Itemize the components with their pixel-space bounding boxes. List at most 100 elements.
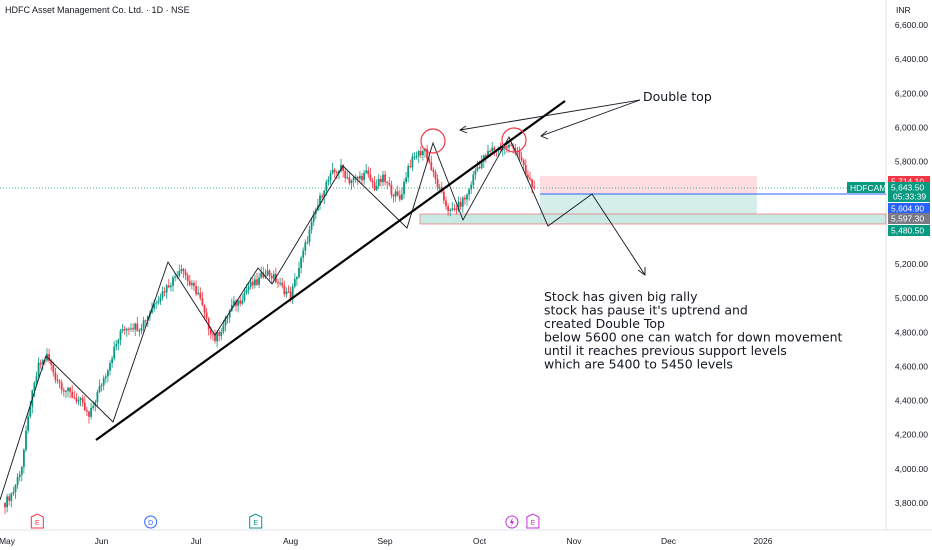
candle	[69, 386, 71, 399]
candle	[331, 162, 334, 175]
candle	[88, 410, 90, 424]
candle	[207, 316, 210, 336]
candle	[205, 307, 208, 322]
price-tag-label: 5,714.10	[891, 177, 924, 187]
candle	[197, 286, 200, 296]
candle	[25, 425, 27, 453]
candle	[23, 448, 25, 474]
support-zone[interactable]	[419, 213, 887, 225]
candle	[329, 170, 332, 185]
candle	[270, 273, 273, 284]
candle	[277, 279, 279, 288]
zigzag-pattern[interactable]	[0, 135, 646, 501]
y-tick-label: 6,200.00	[895, 88, 928, 98]
candle	[67, 386, 69, 398]
y-tick-label: 5,000.00	[895, 293, 928, 303]
event-badge[interactable]: E	[30, 513, 44, 529]
price-axis[interactable]: 6,600.00 6,400.00 6,200.00 6,000.00 5,800.00…	[895, 20, 928, 508]
candle	[247, 283, 250, 295]
price-tag: 5,714.10	[888, 176, 930, 187]
y-tick-label: 5,800.00	[895, 157, 928, 167]
uptrend-line[interactable]	[95, 100, 566, 441]
candle	[12, 486, 15, 496]
price-tag: 5,480.50	[888, 225, 930, 236]
candle	[73, 391, 76, 400]
candle	[54, 367, 57, 384]
candle	[373, 176, 376, 192]
event-badge-letter: E	[531, 520, 536, 527]
event-badge[interactable]: D	[144, 515, 158, 529]
analysis-line: below 5600 one can watch for down moveme…	[544, 330, 843, 345]
double-top-label[interactable]: Double top	[643, 89, 712, 104]
candle	[352, 176, 355, 188]
candle	[518, 146, 521, 161]
candle	[109, 360, 111, 376]
candle	[83, 395, 86, 412]
y-tick-label: 4,400.00	[895, 396, 928, 406]
candle	[228, 308, 231, 324]
candle	[520, 151, 523, 163]
candle	[327, 176, 330, 186]
candle	[279, 277, 281, 287]
candle	[367, 166, 370, 179]
candle	[436, 174, 439, 191]
double-top-circle-1[interactable]	[420, 128, 446, 154]
candle	[434, 169, 437, 185]
candle	[440, 181, 443, 194]
candle	[451, 201, 454, 212]
candle	[29, 400, 32, 419]
price-tag-label: 5,597.30	[891, 214, 924, 224]
candle	[380, 175, 382, 187]
price-tag-label: 5,480.50	[891, 226, 924, 236]
x-tick-label: Nov	[566, 536, 582, 546]
candle	[4, 502, 6, 515]
bolt-badge[interactable]	[505, 515, 519, 529]
candle	[98, 379, 101, 394]
risk-zone[interactable]	[540, 176, 757, 194]
candle	[407, 163, 410, 183]
double-top-circle-2[interactable]	[501, 127, 527, 153]
y-tick-label: 4,000.00	[895, 464, 928, 474]
candle	[60, 379, 63, 395]
candle	[216, 330, 218, 348]
candle	[348, 171, 351, 186]
candle	[363, 169, 365, 185]
candle	[65, 390, 67, 399]
event-badge[interactable]: E	[249, 513, 263, 529]
candle	[123, 325, 126, 335]
candle	[470, 181, 473, 194]
candle	[180, 264, 183, 275]
candle	[186, 272, 189, 287]
event-badge[interactable]: E	[526, 513, 540, 529]
y-tick-label: 3,800.00	[895, 498, 928, 508]
candle	[39, 359, 42, 369]
candle	[455, 205, 458, 215]
candle	[308, 225, 311, 246]
candle	[310, 218, 313, 234]
candle	[388, 177, 391, 187]
candle	[125, 327, 128, 337]
reward-zone[interactable]	[540, 194, 757, 214]
candle	[306, 236, 309, 245]
candle	[134, 322, 137, 336]
candle	[468, 187, 470, 201]
candle	[415, 151, 418, 160]
candle	[422, 149, 424, 161]
candle	[346, 171, 349, 180]
candle	[361, 172, 363, 185]
candle	[419, 146, 422, 159]
candle	[170, 282, 172, 292]
time-axis[interactable]: May Jun Jul Aug Sep Oct Nov Dec 2026	[0, 536, 773, 546]
candle	[136, 316, 139, 332]
x-tick-label: Aug	[283, 536, 298, 546]
candle	[390, 180, 393, 199]
candle	[81, 394, 84, 407]
candle	[287, 285, 290, 294]
currency-label: INR	[896, 5, 911, 15]
y-tick-label: 4,600.00	[895, 361, 928, 371]
candle	[403, 178, 405, 199]
candle	[533, 180, 536, 190]
